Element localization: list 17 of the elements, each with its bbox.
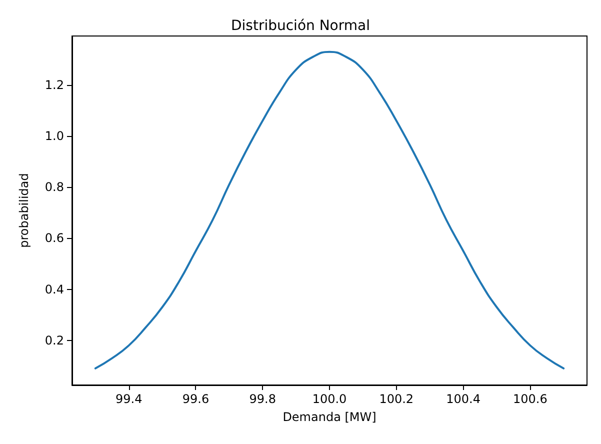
x-tick-label: 99.4 <box>115 392 142 406</box>
y-axis-title: probabilidad <box>17 173 31 248</box>
x-tick-label: 100.0 <box>312 392 347 406</box>
x-axis-title: Demanda [MW] <box>282 410 376 424</box>
y-tick-label: 0.6 <box>44 231 64 246</box>
x-tick-label: 100.2 <box>379 392 414 406</box>
x-tick-label: 99.6 <box>182 392 210 406</box>
x-tick-label: 99.8 <box>249 392 276 406</box>
y-tick-label: 0.8 <box>44 180 64 194</box>
x-tick-label: 100.4 <box>446 392 480 406</box>
y-tick-label: 0.2 <box>44 333 64 348</box>
y-tick-label: 0.4 <box>44 282 64 296</box>
line-series <box>94 50 565 370</box>
chart-title: Distribución Normal <box>231 18 370 34</box>
y-tick-label: 1.2 <box>44 78 64 92</box>
x-tick-label: 100.6 <box>512 392 548 406</box>
y-tick-label: 1.0 <box>44 129 64 144</box>
